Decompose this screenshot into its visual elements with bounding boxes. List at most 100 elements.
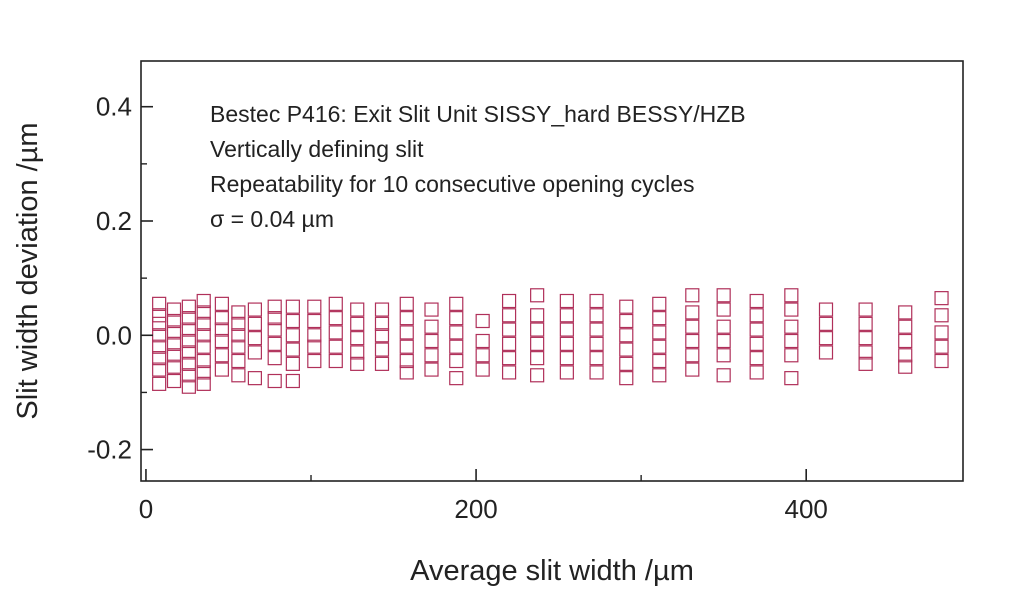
data-point-129 <box>619 356 634 371</box>
data-point-7 <box>152 376 167 391</box>
data-point-65 <box>328 296 343 311</box>
data-point-62 <box>307 328 322 343</box>
data-point-26 <box>196 328 211 343</box>
data-point-134 <box>652 339 667 354</box>
data-point-21 <box>181 368 196 383</box>
data-point-140 <box>685 333 700 349</box>
data-point-50 <box>267 322 282 337</box>
data-point-66 <box>328 311 343 326</box>
data-point-15 <box>181 299 196 314</box>
data-point-78 <box>374 342 390 357</box>
data-point-124 <box>589 365 604 380</box>
data-point-76 <box>374 316 390 331</box>
data-point-152 <box>749 336 764 351</box>
data-point-60 <box>307 299 322 314</box>
data-point-54 <box>285 299 300 314</box>
data-point-167 <box>858 331 873 346</box>
data-point-177 <box>934 325 949 340</box>
data-point-133 <box>652 325 667 340</box>
data-point-81 <box>399 311 414 326</box>
data-point-159 <box>784 348 799 363</box>
data-point-67 <box>328 325 343 340</box>
data-point-25 <box>196 316 211 331</box>
data-point-80 <box>399 296 414 311</box>
data-point-145 <box>716 319 731 334</box>
data-point-122 <box>589 336 604 351</box>
data-point-17 <box>181 322 196 337</box>
data-point-123 <box>589 351 604 366</box>
y-tick-label-1: 0.0 <box>96 320 132 350</box>
data-point-173 <box>898 348 913 363</box>
data-point-107 <box>530 288 545 303</box>
data-point-84 <box>399 353 414 369</box>
data-point-47 <box>247 371 262 386</box>
x-axis-title: Average slit width /µm <box>410 555 694 587</box>
data-point-41 <box>231 353 246 369</box>
y-tick-label-2: 0.2 <box>96 206 132 236</box>
data-point-91 <box>449 296 464 311</box>
data-point-166 <box>858 316 873 331</box>
data-point-109 <box>530 322 545 337</box>
data-point-57 <box>285 342 300 357</box>
data-point-143 <box>716 288 731 303</box>
data-point-92 <box>449 311 464 326</box>
data-point-131 <box>652 296 667 311</box>
data-point-117 <box>559 351 574 366</box>
data-point-119 <box>589 293 604 309</box>
data-point-138 <box>685 305 700 320</box>
data-point-31 <box>214 296 229 311</box>
data-point-165 <box>858 302 873 317</box>
data-point-174 <box>898 359 913 374</box>
data-point-32 <box>214 311 229 326</box>
data-point-146 <box>716 333 731 349</box>
data-point-52 <box>267 351 282 366</box>
data-point-22 <box>181 379 196 394</box>
data-point-179 <box>934 353 949 369</box>
data-point-58 <box>285 356 300 371</box>
data-point-172 <box>898 333 913 349</box>
data-point-53 <box>267 373 282 389</box>
x-tick-label-2: 400 <box>784 494 827 524</box>
data-point-27 <box>196 339 211 354</box>
y-tick-label-3: 0.4 <box>96 92 132 122</box>
data-point-34 <box>214 333 229 349</box>
data-point-178 <box>934 339 949 354</box>
data-point-163 <box>818 331 834 346</box>
data-point-0 <box>152 296 167 311</box>
data-point-113 <box>559 293 574 309</box>
data-point-176 <box>934 308 949 323</box>
data-point-139 <box>685 319 700 334</box>
data-point-126 <box>619 313 634 329</box>
data-point-13 <box>166 359 182 374</box>
data-point-99 <box>475 348 490 363</box>
data-point-23 <box>196 293 211 309</box>
data-point-20 <box>181 356 196 371</box>
data-point-4 <box>152 339 167 354</box>
data-point-116 <box>559 336 574 351</box>
annotation-line-2: Repeatability for 10 consecutive opening… <box>210 171 695 197</box>
data-point-164 <box>818 345 834 360</box>
data-point-71 <box>350 316 365 331</box>
data-point-49 <box>267 311 282 326</box>
data-point-44 <box>247 316 262 331</box>
data-point-125 <box>619 299 634 314</box>
data-point-38 <box>231 316 246 331</box>
data-point-73 <box>350 345 365 360</box>
data-point-171 <box>898 319 913 334</box>
data-point-98 <box>475 333 490 349</box>
data-point-10 <box>166 325 182 340</box>
data-point-101 <box>501 293 517 309</box>
y-axis-title: Slit width deviation /µm <box>12 122 44 419</box>
data-point-156 <box>784 302 799 317</box>
data-point-120 <box>589 308 604 323</box>
data-point-128 <box>619 342 634 357</box>
data-point-148 <box>716 368 731 383</box>
data-point-37 <box>231 305 246 320</box>
data-point-46 <box>247 345 262 360</box>
data-point-40 <box>231 339 246 354</box>
annotation-line-1: Vertically defining slit <box>210 136 424 162</box>
data-point-106 <box>501 365 517 380</box>
data-point-68 <box>328 339 343 354</box>
data-point-94 <box>449 339 464 354</box>
data-point-35 <box>214 348 229 363</box>
